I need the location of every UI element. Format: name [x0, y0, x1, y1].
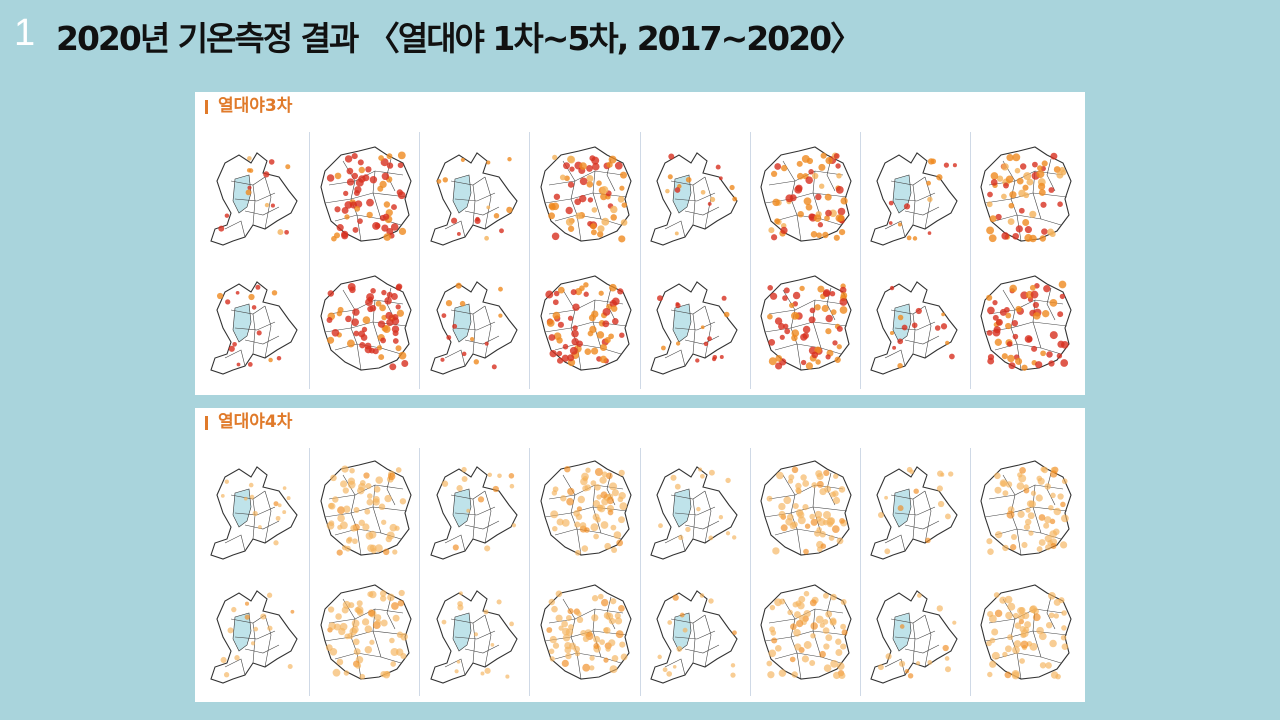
map-thumbnail: [971, 132, 1080, 261]
district-map-east-icon: [320, 460, 412, 556]
slide-title: 2020년 기온측정 결과 〈열대야 1차~5차, 2017~2020〉: [56, 19, 863, 58]
district-map-west-icon: [430, 590, 518, 684]
panel-label: 열대야4차: [205, 414, 292, 431]
map-thumbnail: [310, 572, 419, 696]
district-map-east-icon: [760, 146, 852, 242]
panel-label-text: 열대야3차: [218, 96, 293, 116]
map-thumbnail: [641, 261, 750, 390]
map-column: [861, 448, 971, 696]
map-column: [641, 132, 751, 389]
map-thumbnail: [641, 132, 750, 261]
map-thumbnail: [530, 132, 639, 261]
map-thumbnail: [861, 261, 970, 390]
panel-heatwave-3: 열대야3차: [195, 92, 1085, 395]
map-thumbnail: [310, 448, 419, 572]
map-thumbnail: [641, 448, 750, 572]
map-thumbnail: [420, 132, 529, 261]
map-column: [310, 448, 421, 696]
map-thumbnail: [310, 132, 419, 261]
district-map-west-icon: [650, 280, 738, 375]
map-thumbnail: [751, 261, 860, 390]
map-thumbnail: [420, 261, 529, 390]
map-thumbnail: [751, 448, 860, 572]
map-thumbnail: [861, 448, 970, 572]
district-map-east-icon: [980, 146, 1073, 243]
map-grid: [200, 132, 1080, 389]
map-thumbnail: [971, 448, 1080, 572]
district-map-east-icon: [540, 146, 632, 243]
map-column: [971, 132, 1080, 389]
map-column: [971, 448, 1080, 696]
map-thumbnail: [200, 261, 309, 390]
map-grid: [200, 448, 1080, 696]
map-column: [420, 448, 531, 696]
map-thumbnail: [420, 448, 529, 572]
map-column: [420, 132, 531, 390]
district-map-east-icon: [760, 460, 852, 556]
map-thumbnail: [751, 572, 860, 696]
label-bar-icon: [205, 99, 208, 114]
map-thumbnail: [971, 261, 1080, 390]
map-thumbnail: [530, 448, 639, 572]
map-column: [641, 448, 751, 696]
map-column: [200, 448, 311, 696]
district-map-west-icon: [430, 280, 518, 375]
district-map-west-icon: [650, 590, 738, 684]
map-column: [751, 132, 861, 389]
district-map-east-icon: [760, 584, 852, 680]
district-map-west-icon: [650, 152, 738, 246]
district-map-east-icon: [760, 275, 852, 371]
district-map-west-icon: [209, 152, 298, 246]
district-map-east-icon: [320, 584, 412, 680]
district-map-east-icon: [540, 275, 632, 371]
map-column: [530, 132, 641, 390]
map-thumbnail: [530, 261, 639, 390]
district-map-east-icon: [320, 275, 412, 371]
district-map-west-icon: [209, 590, 298, 684]
district-map-west-icon: [430, 152, 518, 246]
district-map-west-icon: [870, 152, 958, 246]
map-thumbnail: [200, 132, 309, 261]
slide-number: 1: [14, 12, 36, 54]
district-map-east-icon: [540, 584, 632, 680]
map-column: [530, 448, 641, 696]
map-thumbnail: [200, 448, 309, 572]
district-map-west-icon: [430, 466, 518, 560]
district-map-west-icon: [209, 466, 298, 560]
district-map-east-icon: [980, 584, 1073, 680]
district-map-east-icon: [540, 460, 632, 556]
district-map-west-icon: [209, 280, 298, 375]
map-thumbnail: [641, 572, 750, 696]
district-map-west-icon: [870, 466, 958, 560]
map-thumbnail: [420, 572, 529, 696]
map-thumbnail: [861, 572, 970, 696]
map-thumbnail: [310, 261, 419, 390]
panel-heatwave-4: 열대야4차: [195, 408, 1085, 702]
map-thumbnail: [200, 572, 309, 696]
map-thumbnail: [861, 132, 970, 261]
map-thumbnail: [530, 572, 639, 696]
map-thumbnail: [971, 572, 1080, 696]
district-map-west-icon: [870, 590, 958, 684]
district-map-west-icon: [870, 280, 958, 375]
map-column: [751, 448, 861, 696]
district-map-east-icon: [980, 460, 1073, 556]
district-map-east-icon: [320, 146, 412, 242]
map-thumbnail: [751, 132, 860, 261]
panel-label: 열대야3차: [205, 98, 292, 115]
map-column: [200, 132, 311, 390]
map-column: [861, 132, 971, 389]
label-bar-icon: [205, 415, 208, 430]
district-map-west-icon: [650, 466, 738, 560]
panel-label-text: 열대야4차: [218, 412, 293, 432]
map-column: [310, 132, 421, 390]
district-map-east-icon: [980, 275, 1073, 371]
